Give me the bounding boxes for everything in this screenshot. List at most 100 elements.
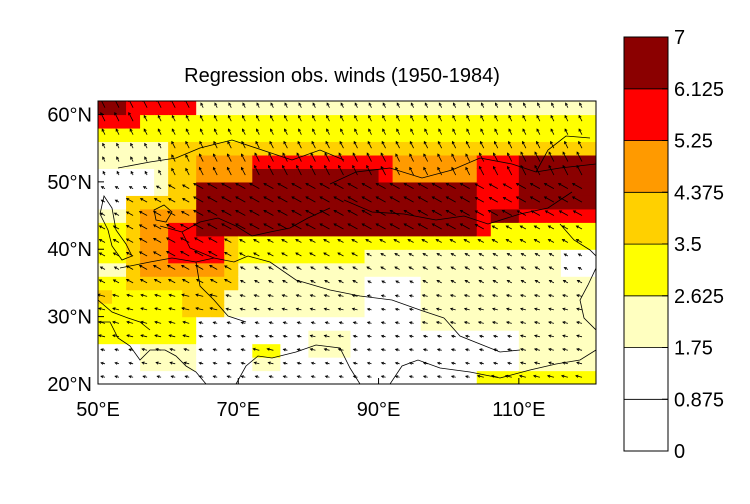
wind-arrow <box>263 196 274 203</box>
wind-arrow <box>436 375 442 379</box>
wind-arrow <box>167 184 176 189</box>
wind-arrow <box>367 280 372 284</box>
wind-arrow <box>502 197 512 203</box>
heatmap-cell <box>336 262 352 277</box>
wind-arrow <box>266 347 274 351</box>
wind-arrow <box>241 128 246 135</box>
wind-arrow <box>295 239 302 243</box>
wind-arrow <box>112 307 120 311</box>
heatmap-cell <box>490 127 506 143</box>
heatmap-cell <box>406 195 422 210</box>
heatmap-cell <box>434 168 450 183</box>
heatmap-cell <box>322 316 338 331</box>
heatmap-cell <box>182 276 197 291</box>
wind-arrow <box>319 196 330 203</box>
wind-arrow <box>100 186 106 190</box>
heatmap-cell <box>210 154 225 169</box>
heatmap-cell <box>504 127 520 143</box>
wind-arrow <box>227 128 232 135</box>
heatmap-cell <box>364 249 380 264</box>
heatmap-cell <box>168 370 183 384</box>
heatmap-cell <box>210 235 225 250</box>
border-russia-china-east <box>535 135 591 173</box>
wind-arrow <box>509 102 513 108</box>
heatmap-cell <box>294 127 310 143</box>
wind-arrow <box>309 252 316 257</box>
heatmap-cell <box>308 235 324 250</box>
heatmap-cell <box>448 330 464 345</box>
heatmap-cell <box>462 114 478 129</box>
heatmap-cell <box>182 316 197 331</box>
wind-arrow <box>195 307 204 311</box>
heatmap-cell <box>462 370 478 384</box>
wind-arrow <box>310 266 316 270</box>
heatmap-cell <box>504 357 520 372</box>
heatmap-cell <box>434 154 450 169</box>
wind-arrow <box>561 225 569 230</box>
heatmap-cell <box>336 127 352 143</box>
heatmap-cell <box>546 222 562 237</box>
wind-arrow <box>212 348 218 352</box>
wind-arrow <box>198 153 204 162</box>
heatmap-cell <box>504 222 520 237</box>
wind-arrow <box>365 239 372 243</box>
heatmap-cell <box>98 330 113 345</box>
wind-arrow <box>282 348 288 352</box>
wind-arrow <box>113 266 120 270</box>
wind-arrow <box>488 183 498 189</box>
wind-arrow <box>352 348 358 352</box>
heatmap-cell <box>490 222 506 237</box>
heatmap-cell <box>518 262 534 277</box>
heatmap-cell <box>476 262 492 277</box>
coastline-east-china <box>579 267 596 331</box>
heatmap-cell <box>322 357 338 372</box>
wind-arrow <box>212 361 218 365</box>
wind-arrow <box>465 166 471 176</box>
wind-arrow <box>338 164 344 176</box>
heatmap-cell <box>434 141 450 156</box>
heatmap-cell <box>140 181 155 196</box>
heatmap-cell <box>280 289 295 304</box>
wind-arrow <box>459 196 470 203</box>
heatmap-cell <box>308 249 324 264</box>
wind-arrow <box>409 140 414 149</box>
heatmap-cell <box>518 357 534 372</box>
wind-arrow <box>424 114 429 122</box>
wind-arrow <box>576 164 583 176</box>
heatmap-cell <box>210 343 225 358</box>
wind-arrow <box>226 153 232 162</box>
wind-arrow <box>361 223 372 230</box>
wind-arrow <box>115 128 120 135</box>
heatmap-cell <box>364 262 380 277</box>
wind-arrow <box>142 186 148 190</box>
wind-arrow <box>240 166 246 176</box>
wind-arrow <box>445 196 456 203</box>
wind-arrow <box>298 128 302 135</box>
heatmap-cell <box>574 249 590 264</box>
wind-arrow <box>423 166 429 176</box>
heatmap-cell <box>392 222 408 237</box>
heatmap-cell <box>266 222 281 237</box>
heatmap-cell <box>406 101 422 116</box>
wind-arrow <box>253 307 260 311</box>
heatmap-cell <box>448 303 464 318</box>
heatmap-cell <box>364 168 380 183</box>
heatmap-cell <box>112 262 127 277</box>
wind-arrow <box>112 320 120 324</box>
wind-arrow <box>408 294 414 298</box>
heatmap-cell <box>112 168 127 183</box>
heatmap-cell <box>518 181 534 196</box>
heatmap-cell <box>560 195 576 210</box>
wind-arrow <box>519 239 527 243</box>
heatmap-cell <box>588 127 596 143</box>
heatmap-cell <box>560 101 576 116</box>
wind-arrow <box>379 239 386 243</box>
wind-arrow <box>451 166 457 176</box>
wind-arrow <box>396 114 400 122</box>
wind-arrow <box>114 186 120 190</box>
heatmap-cell <box>546 370 562 384</box>
heatmap-cell <box>266 141 281 156</box>
wind-arrow <box>361 183 372 189</box>
wind-arrow <box>478 152 485 162</box>
wind-arrow <box>169 361 176 365</box>
